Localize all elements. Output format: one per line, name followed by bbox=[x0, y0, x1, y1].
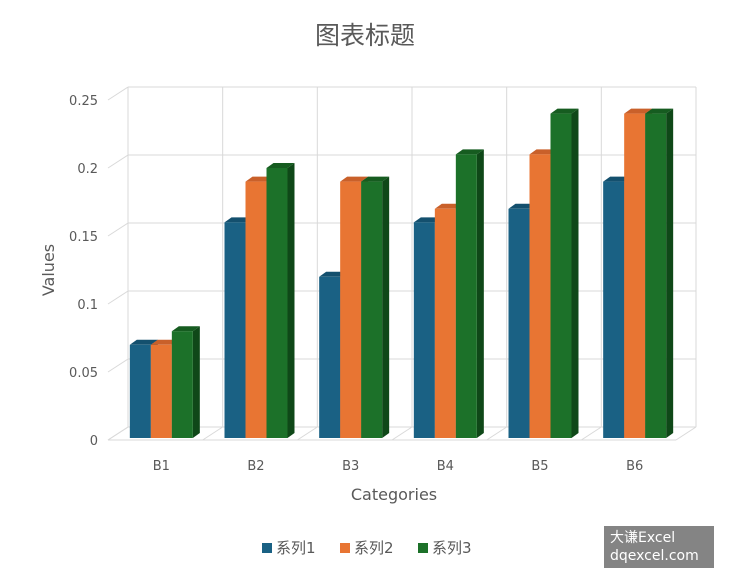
bar-front bbox=[245, 181, 267, 438]
x-tick-label: B5 bbox=[531, 459, 548, 474]
x-tick-labels: B1 B2 B3 B4 B5 B6 bbox=[153, 459, 644, 474]
bar-front bbox=[224, 222, 246, 438]
floor-line bbox=[297, 426, 318, 441]
bar-front bbox=[624, 113, 646, 438]
bar-top bbox=[361, 176, 390, 182]
bar-front bbox=[413, 222, 435, 438]
bar-top bbox=[340, 176, 369, 182]
y-tick-label: 0.2 bbox=[77, 162, 98, 177]
y-tick-label: 0.05 bbox=[69, 366, 98, 381]
watermark-line-2: dqexcel.com bbox=[610, 548, 699, 564]
legend-label: 系列3 bbox=[432, 539, 472, 557]
x-axis-title: Categories bbox=[351, 485, 437, 504]
legend-item: 系列1 bbox=[262, 539, 316, 557]
gridline-depth bbox=[107, 358, 129, 373]
floor-line bbox=[675, 426, 697, 441]
x-tick-label: B4 bbox=[437, 459, 454, 474]
gridline-depth bbox=[107, 86, 129, 101]
bar-side bbox=[571, 108, 579, 438]
bar-front bbox=[529, 154, 551, 438]
x-tick-label: B2 bbox=[247, 459, 264, 474]
gridlines bbox=[107, 86, 697, 441]
legend-item: 系列2 bbox=[340, 539, 394, 557]
legend-label: 系列1 bbox=[276, 539, 316, 557]
bar-front bbox=[508, 208, 530, 438]
bar-front bbox=[129, 344, 151, 438]
watermark: 大谦Excel dqexcel.com bbox=[604, 526, 714, 568]
legend-item: 系列3 bbox=[418, 539, 472, 557]
bar bbox=[645, 108, 674, 438]
bar-front bbox=[340, 181, 362, 438]
bar-top bbox=[129, 339, 158, 345]
legend-swatch bbox=[340, 543, 350, 553]
legend-label: 系列2 bbox=[354, 539, 394, 557]
bar-front bbox=[455, 154, 477, 438]
bar-front bbox=[550, 113, 572, 438]
floor-line bbox=[486, 426, 507, 441]
gridline-depth bbox=[107, 154, 129, 169]
bar-side bbox=[666, 108, 674, 438]
y-axis-title: Values bbox=[39, 244, 58, 296]
bar-top bbox=[266, 163, 295, 168]
bar-front bbox=[319, 276, 341, 438]
x-tick-label: B3 bbox=[342, 459, 359, 474]
bar-front bbox=[266, 168, 288, 438]
bar-side bbox=[192, 326, 200, 438]
bar-front bbox=[171, 331, 193, 438]
bar bbox=[550, 108, 579, 438]
bar-side bbox=[287, 163, 295, 438]
y-tick-label: 0.1 bbox=[77, 298, 98, 313]
legend: 系列1 系列2 系列3 bbox=[262, 539, 472, 557]
watermark-line-1: 大谦Excel bbox=[610, 530, 676, 546]
bar bbox=[455, 149, 484, 438]
bar-front bbox=[603, 181, 625, 438]
x-tick-label: B1 bbox=[153, 459, 170, 474]
legend-swatch bbox=[418, 543, 428, 553]
bar-top bbox=[550, 108, 579, 114]
floor-line bbox=[581, 426, 602, 441]
bar-side bbox=[476, 149, 484, 438]
gridline-depth bbox=[107, 290, 129, 305]
y-tick-label: 0.25 bbox=[69, 94, 98, 109]
gridline-depth bbox=[107, 222, 129, 237]
floor-line bbox=[202, 426, 223, 441]
floor-line bbox=[391, 426, 413, 441]
x-tick-label: B6 bbox=[626, 459, 643, 474]
bar-front bbox=[150, 344, 172, 438]
bar-top bbox=[171, 326, 200, 332]
bars bbox=[129, 108, 674, 438]
legend-swatch bbox=[262, 543, 272, 553]
y-tick-label: 0.15 bbox=[69, 230, 98, 245]
bar bbox=[266, 163, 295, 438]
y-tick-label: 0 bbox=[90, 434, 98, 449]
bar-front bbox=[361, 181, 383, 438]
bar bbox=[361, 176, 390, 438]
bar-top bbox=[455, 149, 484, 155]
bar-front bbox=[434, 208, 456, 438]
chart-title: 图表标题 bbox=[315, 21, 415, 50]
bar-side bbox=[382, 176, 390, 438]
bar-top bbox=[645, 108, 674, 114]
bar-top bbox=[624, 108, 653, 114]
y-tick-labels: 0 0.05 0.1 0.15 0.2 0.25 bbox=[69, 94, 98, 449]
bar-front bbox=[645, 113, 667, 438]
floor-line bbox=[107, 426, 129, 441]
bar bbox=[171, 326, 200, 438]
